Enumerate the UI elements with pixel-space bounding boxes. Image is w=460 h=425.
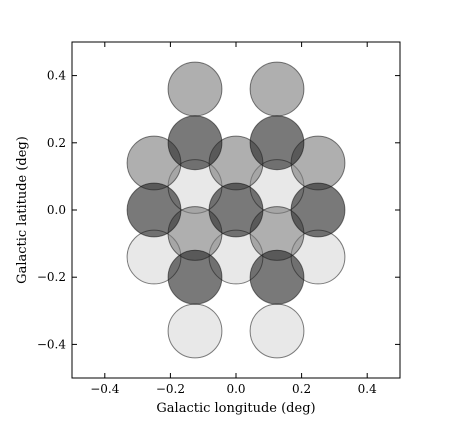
x-tick-label: −0.2 xyxy=(156,382,185,396)
y-tick-label: −0.2 xyxy=(37,270,66,284)
pointing-circle xyxy=(249,115,305,171)
pointing-circle xyxy=(167,249,223,305)
x-tick-label: −0.4 xyxy=(90,382,120,396)
y-tick-label: 0.2 xyxy=(47,136,66,150)
x-tick-label: 0.2 xyxy=(292,382,311,396)
y-axis-label: Galactic latitude (deg) xyxy=(15,136,30,284)
pointing-circle xyxy=(290,182,346,238)
pointing-circle xyxy=(249,61,305,117)
pointing-circle xyxy=(167,115,223,171)
pointing-circle xyxy=(249,249,305,305)
y-tick-label: 0.0 xyxy=(47,203,66,217)
pointing-circle xyxy=(208,182,264,238)
y-tick-label: 0.4 xyxy=(47,69,66,83)
pointing-circle xyxy=(167,61,223,117)
pointing-circle xyxy=(167,303,223,359)
x-tick-label: 0.0 xyxy=(226,382,245,396)
x-tick-label: 0.4 xyxy=(358,382,377,396)
pointing-circle xyxy=(249,303,305,359)
x-axis-label: Galactic longitude (deg) xyxy=(156,401,315,416)
y-tick-label: −0.4 xyxy=(37,337,67,351)
pointing-circle xyxy=(126,182,182,238)
